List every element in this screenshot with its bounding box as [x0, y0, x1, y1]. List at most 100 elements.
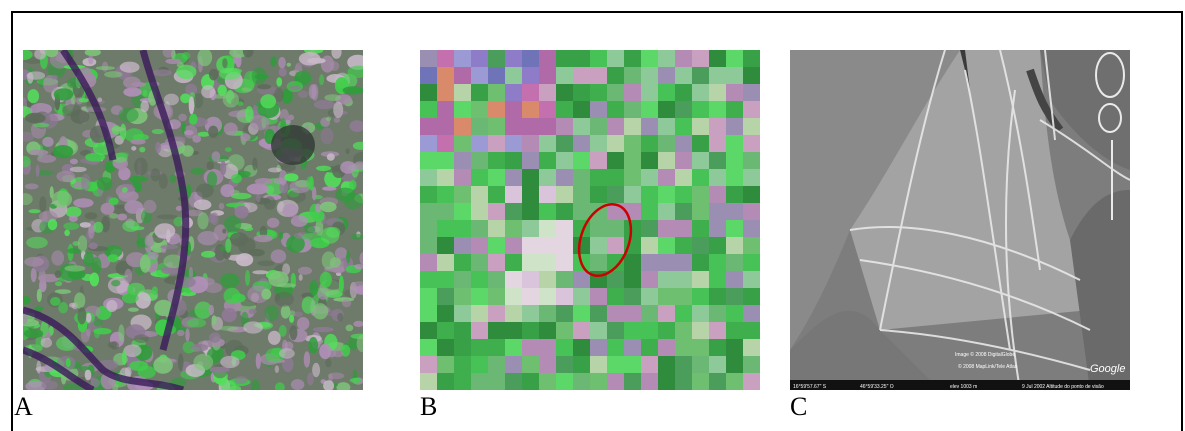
pixel-cell: [658, 50, 675, 67]
pixel-cell: [607, 305, 624, 322]
pixel-cell: [726, 373, 743, 390]
pixel-cell: [539, 50, 556, 67]
pixel-cell: [522, 356, 539, 373]
pixel-cell: [488, 305, 505, 322]
pixel-cell: [488, 254, 505, 271]
pixel-cell: [726, 101, 743, 118]
pixel-cell: [556, 271, 573, 288]
pixel-cell: [522, 50, 539, 67]
pixel-cell: [624, 220, 641, 237]
pixel-cell: [488, 84, 505, 101]
pixel-cell: [437, 118, 454, 135]
pixel-cell: [420, 356, 437, 373]
pixel-cell: [539, 288, 556, 305]
pixel-cell: [522, 101, 539, 118]
pixel-cell: [420, 186, 437, 203]
pixel-cell: [709, 220, 726, 237]
pixel-cell: [539, 305, 556, 322]
pixel-cell: [505, 271, 522, 288]
pixel-cell: [488, 50, 505, 67]
pixel-cell: [437, 84, 454, 101]
pixel-cell: [437, 288, 454, 305]
pixel-cell: [471, 169, 488, 186]
pixel-cell: [743, 118, 760, 135]
pixel-cell: [454, 101, 471, 118]
pixel-cell: [539, 322, 556, 339]
pixel-cell: [658, 186, 675, 203]
pixel-cell: [726, 220, 743, 237]
pixel-cell: [420, 50, 437, 67]
pixel-cell: [641, 288, 658, 305]
pixel-cell: [471, 305, 488, 322]
pixel-cell: [573, 373, 590, 390]
pixel-cell: [641, 373, 658, 390]
pixel-cell: [590, 50, 607, 67]
pixel-cell: [437, 135, 454, 152]
highlight-ellipse: [577, 203, 633, 277]
pixel-cell: [454, 135, 471, 152]
pixel-cell: [454, 220, 471, 237]
pixel-cell: [590, 339, 607, 356]
panel-label-c: C: [790, 392, 808, 421]
figure-frame: [11, 11, 1183, 431]
pixel-cell: [607, 84, 624, 101]
pixel-cell: [437, 305, 454, 322]
pixel-cell: [522, 271, 539, 288]
pixel-cell: [539, 169, 556, 186]
pixel-cell: [437, 373, 454, 390]
pixel-cell: [454, 84, 471, 101]
pixel-cell: [556, 152, 573, 169]
pixel-cell: [556, 373, 573, 390]
pixel-cell: [556, 135, 573, 152]
pixel-cell: [454, 288, 471, 305]
pixel-cell: [675, 254, 692, 271]
pixel-cell: [471, 373, 488, 390]
pixel-cell: [556, 186, 573, 203]
pixel-cell: [573, 288, 590, 305]
pixel-cell: [522, 84, 539, 101]
pixel-cell: [743, 50, 760, 67]
pixel-cell: [692, 305, 709, 322]
pixel-cell: [488, 373, 505, 390]
coordinate-lat: 16°59'57.67" S: [793, 384, 827, 390]
pixel-cell: [471, 356, 488, 373]
pixel-cell: [641, 220, 658, 237]
pixel-cell: [488, 220, 505, 237]
pixel-cell: [675, 50, 692, 67]
pixel-cell: [488, 101, 505, 118]
date-altitude-readout: 9 Jul 2002 Altitude do ponto de visão: [1022, 384, 1104, 390]
pixel-cell: [675, 84, 692, 101]
pixel-cell: [709, 169, 726, 186]
pixel-cell: [692, 84, 709, 101]
pixel-cell: [709, 322, 726, 339]
pixel-cell: [505, 67, 522, 84]
pixel-cell: [590, 84, 607, 101]
pixel-cell: [658, 152, 675, 169]
pixel-cell: [709, 84, 726, 101]
pixel-cell: [488, 271, 505, 288]
pixel-cell: [641, 135, 658, 152]
pixel-cell: [590, 152, 607, 169]
pixel-cell: [437, 237, 454, 254]
pixel-cell: [420, 271, 437, 288]
pixel-cell: [488, 356, 505, 373]
pixel-cell: [641, 254, 658, 271]
pixel-cell: [539, 84, 556, 101]
pixel-cell: [624, 50, 641, 67]
pixel-cell: [658, 288, 675, 305]
pixel-cell: [607, 254, 624, 271]
pixel-cell: [539, 101, 556, 118]
pixel-cell: [692, 50, 709, 67]
pixel-cell: [658, 271, 675, 288]
pixel-cell: [658, 118, 675, 135]
pixel-cell: [573, 118, 590, 135]
pixel-cell: [454, 305, 471, 322]
pixel-cell: [709, 237, 726, 254]
pixel-cell: [624, 135, 641, 152]
pixel-cell: [709, 305, 726, 322]
pixel-cell: [590, 101, 607, 118]
pixel-cell: [709, 186, 726, 203]
pixel-cell: [471, 203, 488, 220]
pixel-cell: [726, 135, 743, 152]
pixel-cell: [505, 169, 522, 186]
